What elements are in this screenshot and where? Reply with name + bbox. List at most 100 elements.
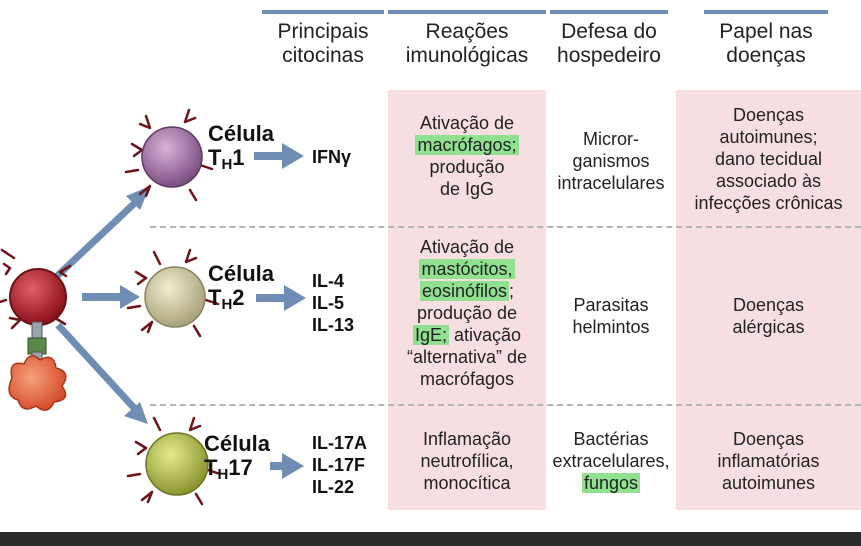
text-line: eosinófilos;: [388, 280, 546, 302]
text-line: Parasitas: [548, 294, 674, 316]
highlighted-term: mastócitos,: [419, 259, 515, 279]
text-fragment: neutrofílica,: [420, 451, 514, 471]
disease-column-background: [676, 90, 861, 510]
text-fragment: Ativação de: [419, 113, 515, 133]
cell-sub: H: [221, 156, 233, 173]
defense-th1: Micror-ganismos intracelulares: [548, 128, 674, 194]
header-line: hospedeiro: [557, 44, 661, 67]
cytokine-item: IL-13: [312, 315, 355, 335]
cell-num: 17: [228, 455, 253, 480]
text-line: Inflamação: [388, 428, 546, 450]
text-line: inflamatórias: [717, 451, 820, 471]
text-fragment: macrófagos: [419, 369, 515, 389]
header-bar: [262, 10, 384, 14]
cytokine-item: IL-5: [312, 293, 345, 313]
differentiation-arrow-icon: [52, 186, 150, 281]
text-line: produção de: [388, 302, 546, 324]
header-reactions: Reações imunológicas: [388, 10, 546, 80]
disease-th2: Doenças alérgicas: [676, 294, 861, 338]
text-fragment: Parasitas: [573, 295, 649, 315]
text-fragment: ganismos: [572, 151, 650, 171]
cell-word: Célula: [208, 261, 275, 286]
text-line: autoimunes: [721, 473, 816, 493]
text-line: extracelulares,: [544, 450, 678, 472]
header-line: citocinas: [282, 44, 364, 67]
cell-word: Célula: [208, 121, 275, 146]
text-fragment: ativação: [448, 325, 522, 345]
antigen-presenting-cell-icon: [8, 355, 67, 411]
text-fragment: produção: [429, 157, 505, 177]
text-line: Bactérias: [544, 428, 678, 450]
text-line: helmintos: [548, 316, 674, 338]
header-defense: Defesa do hospedeiro: [550, 10, 668, 80]
th1-cell-label: Célula TH1: [208, 122, 274, 177]
text-line: fungos: [544, 472, 678, 494]
th17-cell-icon: [126, 416, 222, 506]
header-line: doenças: [726, 44, 806, 67]
text-line: associado às: [715, 171, 822, 191]
disease-th17: Doenças inflamatórias autoimunes: [676, 428, 861, 494]
differentiation-arrow-icon: [55, 322, 148, 424]
text-line: ganismos: [548, 150, 674, 172]
bottom-bar: [0, 532, 861, 546]
cell-main: T: [208, 285, 222, 310]
cytokines-th2: IL-4 IL-5 IL-13: [312, 270, 354, 336]
cell-sub: H: [221, 296, 233, 313]
cytokine-item: IL-4: [312, 271, 345, 291]
text-line: “alternativa” de: [388, 346, 546, 368]
text-line: macrófagos;: [388, 134, 546, 156]
text-fragment: Micror-: [583, 129, 639, 149]
text-line: intracelulares: [548, 172, 674, 194]
cytokines-th1: IFNγ: [312, 146, 351, 168]
text-fragment: intracelulares: [557, 173, 665, 193]
header-line: Papel nas: [719, 20, 813, 43]
differentiation-arrow-icon: [82, 285, 140, 309]
cytokines-th17: IL-17A IL-17F IL-22: [312, 432, 367, 498]
text-line: dano tecidual: [714, 149, 823, 169]
highlighted-term: eosinófilos: [419, 281, 510, 301]
header-bar: [550, 10, 668, 14]
text-line: produção: [388, 156, 546, 178]
text-line: Doenças: [732, 295, 805, 315]
text-line: Doenças: [732, 105, 805, 125]
th2-cell-icon: [126, 248, 220, 338]
text-line: de IgG: [388, 178, 546, 200]
text-line: macrófagos: [388, 368, 546, 390]
th17-cell-label: Célula TH17: [204, 432, 270, 487]
text-line: alérgicas: [732, 317, 805, 337]
cytokine-item: IL-17F: [312, 455, 366, 475]
cell-sub: H: [217, 466, 229, 483]
text-fragment: de IgG: [439, 179, 495, 199]
disease-th1: Doenças autoimunes; dano tecidual associado…: [676, 104, 861, 214]
cytokine-item: IL-22: [312, 477, 355, 497]
text-line: Doenças: [732, 429, 805, 449]
secretion-arrow-icon: [270, 453, 304, 479]
header-line: imunológicas: [405, 44, 529, 67]
highlighted-term: macrófagos;: [415, 135, 519, 155]
cytokine-item: IFNγ: [312, 147, 352, 167]
highlighted-term: IgE;: [412, 325, 449, 345]
highlighted-term: fungos: [581, 473, 641, 493]
defense-th17: Bactérias extracelulares, fungos: [544, 428, 678, 494]
text-fragment: extracelulares,: [552, 451, 670, 471]
text-fragment: Bactérias: [573, 429, 649, 449]
header-bar: [704, 10, 828, 14]
text-fragment: Ativação de: [419, 237, 515, 257]
text-line: Micror-: [548, 128, 674, 150]
text-fragment: monocítica: [423, 473, 511, 493]
cytokine-item: IL-17A: [312, 433, 368, 453]
cell-main: T: [204, 455, 218, 480]
defense-th2: Parasitas helmintos: [548, 294, 674, 338]
text-fragment: helmintos: [572, 317, 650, 337]
secretion-arrow-icon: [256, 285, 306, 311]
th1-cell-icon: [124, 108, 214, 202]
text-line: Ativação de: [388, 112, 546, 134]
row-separator: [150, 404, 861, 406]
text-line: infecções crônicas: [694, 193, 843, 213]
header-cytokines: Principais citocinas: [262, 10, 384, 80]
row-separator: [150, 226, 861, 228]
cell-num: 2: [232, 285, 245, 310]
text-fragment: “alternativa” de: [406, 347, 528, 367]
